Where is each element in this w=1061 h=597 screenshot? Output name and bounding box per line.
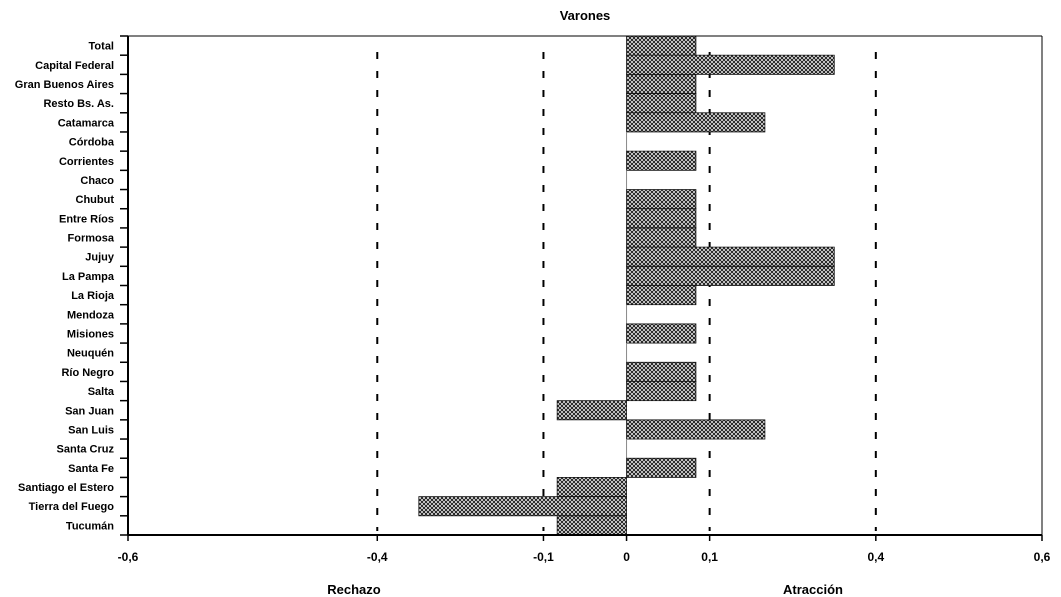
category-label: Gran Buenos Aires bbox=[15, 79, 114, 91]
category-label: La Pampa bbox=[62, 271, 115, 283]
x-tick-label: 0,1 bbox=[701, 550, 718, 564]
bars bbox=[418, 35, 835, 536]
bar-17 bbox=[626, 361, 697, 382]
category-label: Entre Ríos bbox=[59, 213, 114, 225]
category-label: Río Negro bbox=[61, 367, 114, 379]
category-label: Neuquén bbox=[67, 348, 114, 360]
plot-frame bbox=[120, 35, 1043, 541]
bar-15 bbox=[626, 323, 697, 344]
bar-2 bbox=[626, 73, 697, 94]
x-tick-label: -0,4 bbox=[367, 550, 388, 564]
category-label: Resto Bs. As. bbox=[43, 98, 114, 110]
bar-6 bbox=[626, 150, 697, 171]
bar-0 bbox=[626, 35, 697, 56]
category-label: Catamarca bbox=[58, 117, 115, 129]
category-label: Chubut bbox=[76, 194, 115, 206]
bar-9 bbox=[626, 208, 697, 229]
category-label: Tucumán bbox=[66, 520, 114, 532]
bar-19 bbox=[556, 400, 627, 421]
category-label: Salta bbox=[88, 386, 115, 398]
category-label: Tierra del Fuego bbox=[29, 501, 115, 513]
x-axis-label-atraccion: Atracción bbox=[783, 582, 843, 597]
x-tick-label: 0 bbox=[623, 550, 630, 564]
category-label: Total bbox=[89, 41, 114, 53]
x-tick-labels: -0,6 -0,4 -0,1 0 0,1 0,4 0,6 bbox=[118, 550, 1051, 564]
bar-22 bbox=[626, 457, 697, 478]
bar-25 bbox=[556, 515, 627, 536]
category-label: San Juan bbox=[65, 405, 114, 417]
category-label: Santiago el Estero bbox=[18, 482, 114, 494]
x-axis-label-rechazo: Rechazo bbox=[327, 582, 381, 597]
bar-23 bbox=[556, 477, 627, 498]
category-label: La Rioja bbox=[71, 290, 115, 302]
category-label: San Luis bbox=[68, 424, 114, 436]
bar-1 bbox=[626, 54, 835, 75]
category-label: Corrientes bbox=[59, 156, 114, 168]
x-tick-label: -0,6 bbox=[118, 550, 139, 564]
category-label: Misiones bbox=[67, 328, 114, 340]
bar-13 bbox=[626, 285, 697, 306]
category-label: Capital Federal bbox=[35, 60, 114, 72]
bar-18 bbox=[626, 381, 697, 402]
bar-24 bbox=[418, 496, 627, 517]
category-label: Santa Fe bbox=[68, 463, 114, 475]
bar-12 bbox=[626, 265, 835, 286]
bar-4 bbox=[626, 112, 766, 133]
x-tick-label: 0,6 bbox=[1034, 550, 1051, 564]
x-tick-label: 0,4 bbox=[867, 550, 884, 564]
category-label: Córdoba bbox=[69, 137, 115, 149]
bar-3 bbox=[626, 93, 697, 114]
category-label: Chaco bbox=[80, 175, 114, 187]
bar-11 bbox=[626, 246, 835, 267]
category-label: Jujuy bbox=[85, 252, 115, 264]
category-label: Mendoza bbox=[67, 309, 115, 321]
bar-8 bbox=[626, 189, 697, 210]
bar-20 bbox=[626, 419, 766, 440]
category-label: Formosa bbox=[68, 233, 115, 245]
category-labels: Total Capital Federal Gran Buenos Aires Res… bbox=[15, 41, 115, 533]
chart-title: Varones bbox=[560, 8, 611, 23]
category-label: Santa Cruz bbox=[57, 444, 115, 456]
bar-10 bbox=[626, 227, 697, 248]
x-tick-label: -0,1 bbox=[533, 550, 554, 564]
